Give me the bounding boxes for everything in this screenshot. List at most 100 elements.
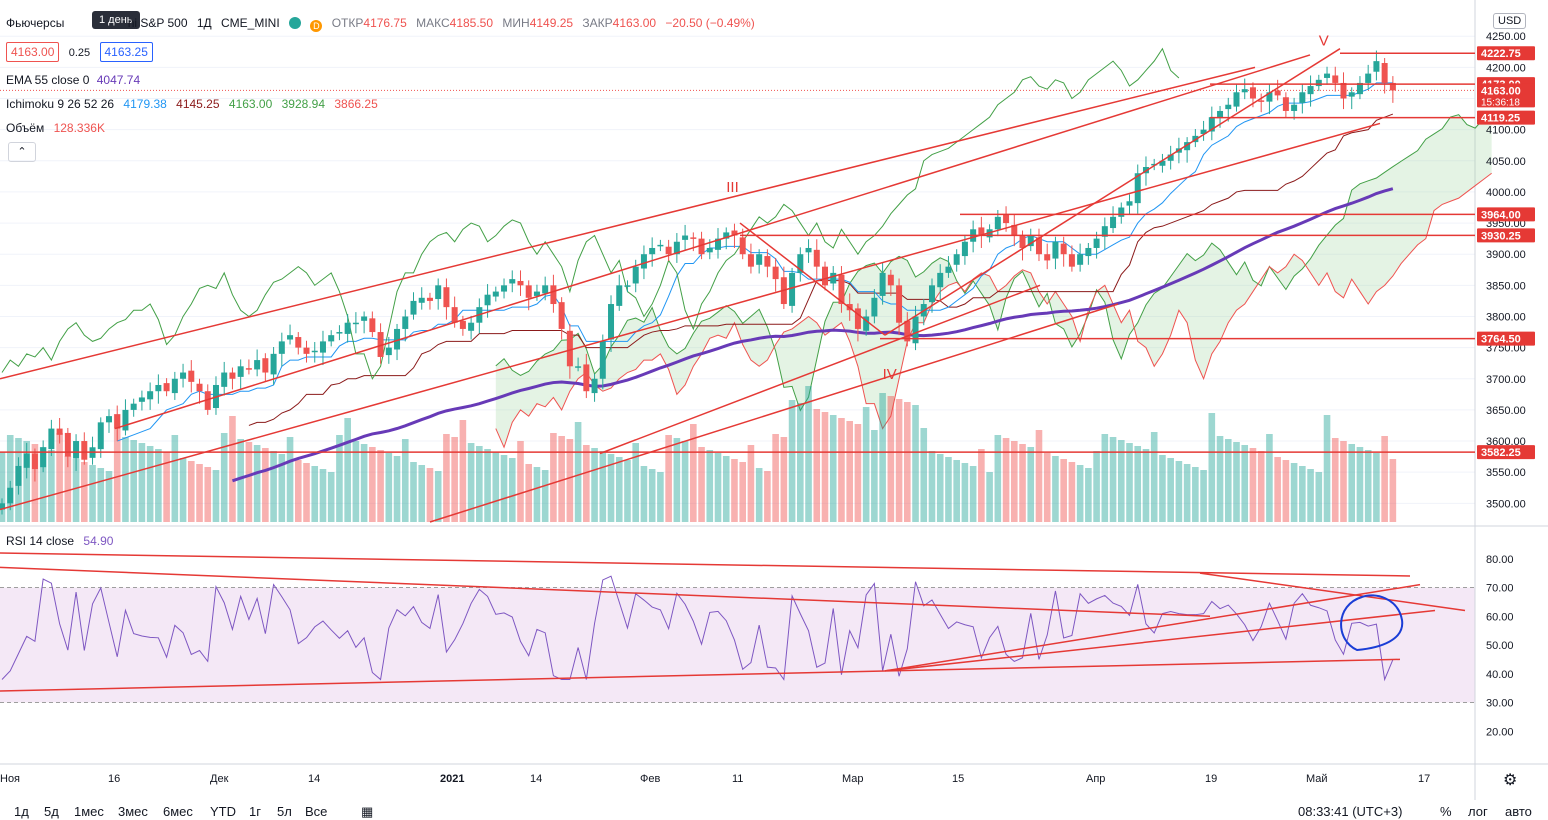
price-tick-label: 3550.00: [1486, 467, 1526, 479]
volume-bar: [665, 435, 672, 522]
trend-line: [429, 303, 1119, 523]
rsi-legend[interactable]: RSI 14 close 54.90: [6, 534, 119, 548]
candle-body: [953, 254, 960, 265]
symbol-name[interactable]: ni S&P 500: [127, 16, 188, 30]
ichimoku-legend[interactable]: Ichimoku 9 26 52 26 4179.38 4145.25 4163…: [6, 97, 384, 111]
candle-body: [723, 232, 730, 239]
candle-body: [352, 322, 359, 325]
auto-button[interactable]: авто: [1505, 804, 1532, 819]
range-5y-button[interactable]: 5л: [277, 804, 292, 819]
candle-body: [303, 347, 310, 354]
symbol-title[interactable]: Фьючерсы: [6, 16, 65, 30]
candle-body: [426, 297, 433, 301]
range-6m-button[interactable]: 6мес: [163, 804, 193, 819]
candle-body: [1019, 235, 1026, 248]
percent-button[interactable]: %: [1440, 804, 1452, 819]
range-1m-button[interactable]: 1мес: [74, 804, 104, 819]
clock-display[interactable]: 08:33:41 (UTC+3): [1298, 804, 1403, 819]
candle-body: [31, 453, 38, 470]
ichimoku-spana-value: 3928.94: [281, 97, 326, 111]
hand-drawn-circle: [1340, 594, 1404, 652]
candle-body: [542, 285, 549, 294]
volume-bar: [352, 441, 360, 522]
candle-body: [1118, 207, 1125, 217]
volume-bar: [1085, 468, 1092, 522]
volume-bar: [1249, 448, 1257, 522]
range-3m-button[interactable]: 3мес: [118, 804, 148, 819]
candle-body: [854, 308, 861, 329]
volume-bar: [434, 471, 442, 522]
rsi-tick-label: 40.00: [1486, 669, 1514, 681]
candle-body: [23, 453, 30, 468]
candle-body: [1274, 90, 1281, 96]
range-ytd-button[interactable]: YTD: [210, 804, 236, 819]
volume-bar: [1257, 451, 1265, 522]
market-open-icon: [289, 17, 302, 29]
rsi-label: RSI 14 close: [6, 534, 75, 548]
candle-body: [130, 403, 137, 410]
close-value: 4163.00: [612, 16, 657, 30]
volume-bar: [1027, 447, 1035, 522]
low-value: 4149.25: [529, 16, 574, 30]
volume-bar: [681, 441, 689, 522]
volume-bar: [1224, 439, 1232, 522]
currency-button[interactable]: USD: [1493, 13, 1527, 29]
candle-body: [1324, 73, 1331, 78]
candle-body: [492, 291, 499, 297]
candle-body: [558, 302, 565, 329]
candle-body: [1258, 100, 1265, 102]
candle-body: [138, 397, 145, 402]
price-tick-label: 3600.00: [1486, 436, 1526, 448]
volume-bar: [615, 457, 623, 522]
volume-bar: [459, 420, 467, 522]
candle-body: [451, 307, 458, 323]
price-tag-label: 3930.25: [1481, 230, 1521, 242]
legend-main-row: Фьючерсы ni S&P 500 1Д CME_MINI D ОТКР41…: [6, 16, 761, 32]
rsi-tick-label: 50.00: [1486, 640, 1514, 652]
time-tick-label: 14: [308, 773, 320, 785]
time-tick-label: 11: [732, 773, 743, 785]
volume-legend[interactable]: Объём 128.336K: [6, 121, 111, 135]
chart-canvas[interactable]: 4250.004200.004150.004100.004050.004000.…: [0, 0, 1548, 800]
volume-bar: [146, 446, 154, 522]
volume-bar: [286, 437, 294, 522]
candle-body: [1003, 214, 1010, 224]
volume-bar: [245, 442, 253, 522]
volume-bar: [1200, 470, 1207, 522]
candle-body: [591, 378, 598, 394]
volume-bar: [6, 435, 14, 522]
candle-body: [394, 328, 401, 350]
sell-price-button[interactable]: 4163.00: [6, 42, 60, 62]
range-1y-button[interactable]: 1г: [249, 804, 261, 819]
candle-body: [805, 247, 812, 253]
range-1d-button[interactable]: 1д: [14, 804, 29, 819]
price-tag-label: 4119.25: [1481, 113, 1520, 125]
range-5d-button[interactable]: 5д: [44, 804, 59, 819]
candle-body: [1184, 142, 1191, 151]
candle-body: [418, 297, 425, 303]
interval-label[interactable]: 1Д: [196, 16, 212, 30]
senkou-span-a: [495, 114, 1492, 412]
rsi-tick-label: 70.00: [1486, 583, 1514, 595]
candle-body: [15, 465, 22, 486]
rsi-trend-line: [0, 552, 1411, 577]
range-all-button[interactable]: Все: [305, 804, 328, 819]
price-tick-label: 4050.00: [1486, 156, 1526, 168]
candle-body: [640, 254, 647, 269]
ema-legend[interactable]: EMA 55 close 0 4047.74: [6, 73, 146, 87]
calendar-icon[interactable]: ▦: [361, 804, 374, 819]
volume-bar: [632, 443, 640, 522]
candle-body: [278, 341, 285, 354]
ema-line: [231, 187, 1394, 483]
buy-price-button[interactable]: 4163.25: [99, 42, 153, 62]
volume-bar: [39, 447, 47, 522]
volume-bar: [854, 424, 862, 522]
volume-bar: [714, 453, 722, 522]
volume-bar: [566, 439, 574, 522]
chevron-up-icon[interactable]: ⌃: [8, 142, 36, 162]
rsi-trend-line: [0, 658, 1401, 692]
volume-bar: [1183, 464, 1191, 522]
price-tag: [1477, 331, 1535, 346]
log-button[interactable]: лог: [1468, 804, 1488, 819]
volume-bar: [1175, 461, 1183, 522]
